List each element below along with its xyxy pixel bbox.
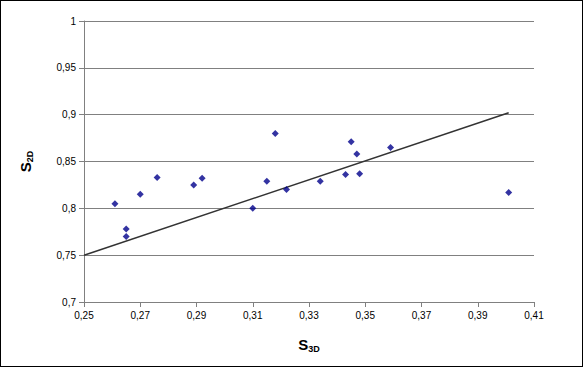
svg-text:S: S	[298, 336, 308, 353]
svg-text:0,9: 0,9	[62, 109, 76, 120]
svg-text:0,31: 0,31	[243, 310, 263, 321]
svg-text:0,85: 0,85	[57, 156, 77, 167]
svg-text:0,8: 0,8	[62, 203, 76, 214]
svg-text:1: 1	[70, 16, 76, 27]
svg-text:0,35: 0,35	[356, 310, 376, 321]
svg-text:0,39: 0,39	[468, 310, 488, 321]
svg-text:0,95: 0,95	[57, 62, 77, 73]
svg-text:0,33: 0,33	[299, 310, 319, 321]
svg-text:3D: 3D	[308, 344, 320, 354]
svg-text:2D: 2D	[25, 150, 35, 162]
svg-text:0,7: 0,7	[62, 297, 76, 308]
svg-text:0,29: 0,29	[187, 310, 207, 321]
svg-text:0,37: 0,37	[412, 310, 432, 321]
svg-text:S: S	[17, 162, 34, 172]
svg-text:0,27: 0,27	[131, 310, 151, 321]
svg-text:0,41: 0,41	[524, 310, 544, 321]
svg-text:0,75: 0,75	[57, 250, 77, 261]
svg-text:0,25: 0,25	[74, 310, 94, 321]
